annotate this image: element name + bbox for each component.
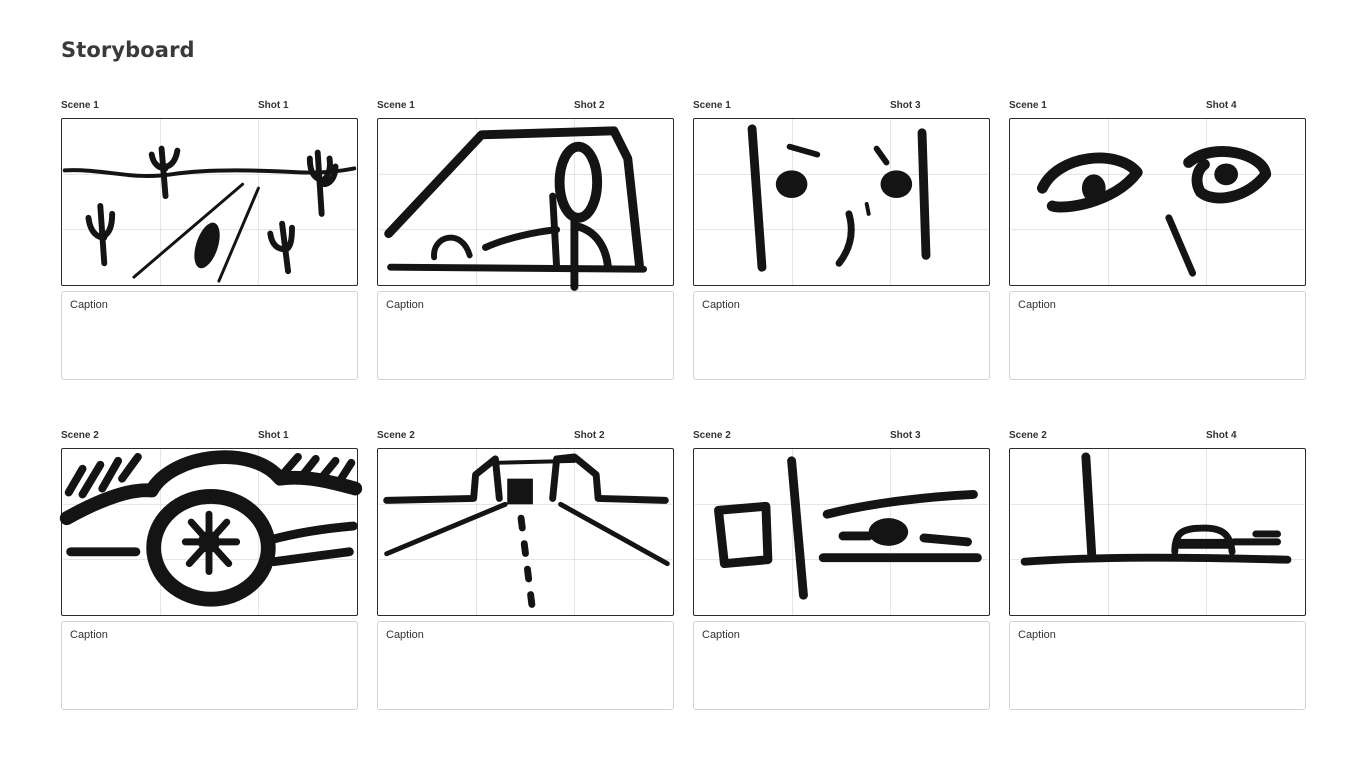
- sketch-frame[interactable]: [693, 448, 990, 616]
- sketch-drawing: [694, 119, 989, 285]
- caption-field[interactable]: Caption: [693, 621, 990, 710]
- shot-card: Scene 2 Shot 4 Caption: [1009, 429, 1306, 710]
- shot-label: Shot 4: [1206, 100, 1237, 111]
- shot-card: Scene 1 Shot 2 Caption: [377, 99, 674, 380]
- shot-header: Scene 2 Shot 3: [693, 429, 990, 448]
- sketch-drawing: [378, 449, 673, 617]
- shot-card: Scene 1 Shot 3 Caption: [693, 99, 990, 380]
- page-title: Storyboard: [61, 38, 195, 62]
- sketch-frame[interactable]: [377, 448, 674, 617]
- sketch-frame[interactable]: [693, 118, 990, 286]
- storyboard-grid: Scene 1 Shot 1 Caption Scene 1 Shot 2: [59, 99, 1306, 710]
- caption-field[interactable]: Caption: [61, 621, 358, 710]
- sketch-drawing: [1010, 119, 1305, 285]
- shot-card: Scene 1 Shot 4 Caption: [1009, 99, 1306, 380]
- scene-label: Scene 1: [61, 100, 99, 111]
- scene-label: Scene 1: [693, 100, 731, 111]
- sketch-frame[interactable]: [1009, 118, 1306, 286]
- sketch-drawing: [1010, 449, 1305, 615]
- scene-label: Scene 2: [377, 430, 415, 441]
- caption-field[interactable]: Caption: [377, 291, 674, 380]
- shot-label: Shot 2: [574, 430, 605, 441]
- shot-header: Scene 2 Shot 4: [1009, 429, 1306, 448]
- shot-card: Scene 2 Shot 3 Caption: [693, 429, 990, 710]
- caption-field[interactable]: Caption: [1009, 621, 1306, 710]
- caption-field[interactable]: Caption: [377, 621, 674, 710]
- sketch-drawing: [59, 449, 363, 615]
- sketch-drawing: [378, 119, 673, 291]
- shot-header: Scene 1 Shot 3: [693, 99, 990, 118]
- caption-field[interactable]: Caption: [693, 291, 990, 380]
- shot-label: Shot 1: [258, 100, 289, 111]
- sketch-frame[interactable]: [377, 118, 674, 291]
- scene-label: Scene 2: [61, 430, 99, 441]
- sketch-drawing: [62, 119, 357, 285]
- shot-header: Scene 1 Shot 1: [61, 99, 358, 118]
- shot-label: Shot 3: [890, 430, 921, 441]
- shot-label: Shot 4: [1206, 430, 1237, 441]
- shot-card: Scene 2 Shot 2 Caption: [377, 429, 674, 710]
- sketch-frame[interactable]: [59, 448, 363, 616]
- shot-label: Shot 2: [574, 100, 605, 111]
- scene-label: Scene 1: [377, 100, 415, 111]
- sketch-frame[interactable]: [1009, 448, 1306, 616]
- shot-label: Shot 1: [258, 430, 289, 441]
- shot-header: Scene 2 Shot 1: [61, 429, 358, 448]
- scene-label: Scene 1: [1009, 100, 1047, 111]
- sketch-frame[interactable]: [61, 118, 358, 286]
- scene-label: Scene 2: [1009, 430, 1047, 441]
- shot-header: Scene 2 Shot 2: [377, 429, 674, 448]
- caption-field[interactable]: Caption: [61, 291, 358, 380]
- shot-header: Scene 1 Shot 4: [1009, 99, 1306, 118]
- sketch-drawing: [694, 449, 989, 615]
- shot-card: Scene 1 Shot 1 Caption: [61, 99, 358, 380]
- shot-header: Scene 1 Shot 2: [377, 99, 674, 118]
- shot-label: Shot 3: [890, 100, 921, 111]
- caption-field[interactable]: Caption: [1009, 291, 1306, 380]
- shot-card: Scene 2 Shot 1 Caption: [59, 429, 363, 710]
- scene-label: Scene 2: [693, 430, 731, 441]
